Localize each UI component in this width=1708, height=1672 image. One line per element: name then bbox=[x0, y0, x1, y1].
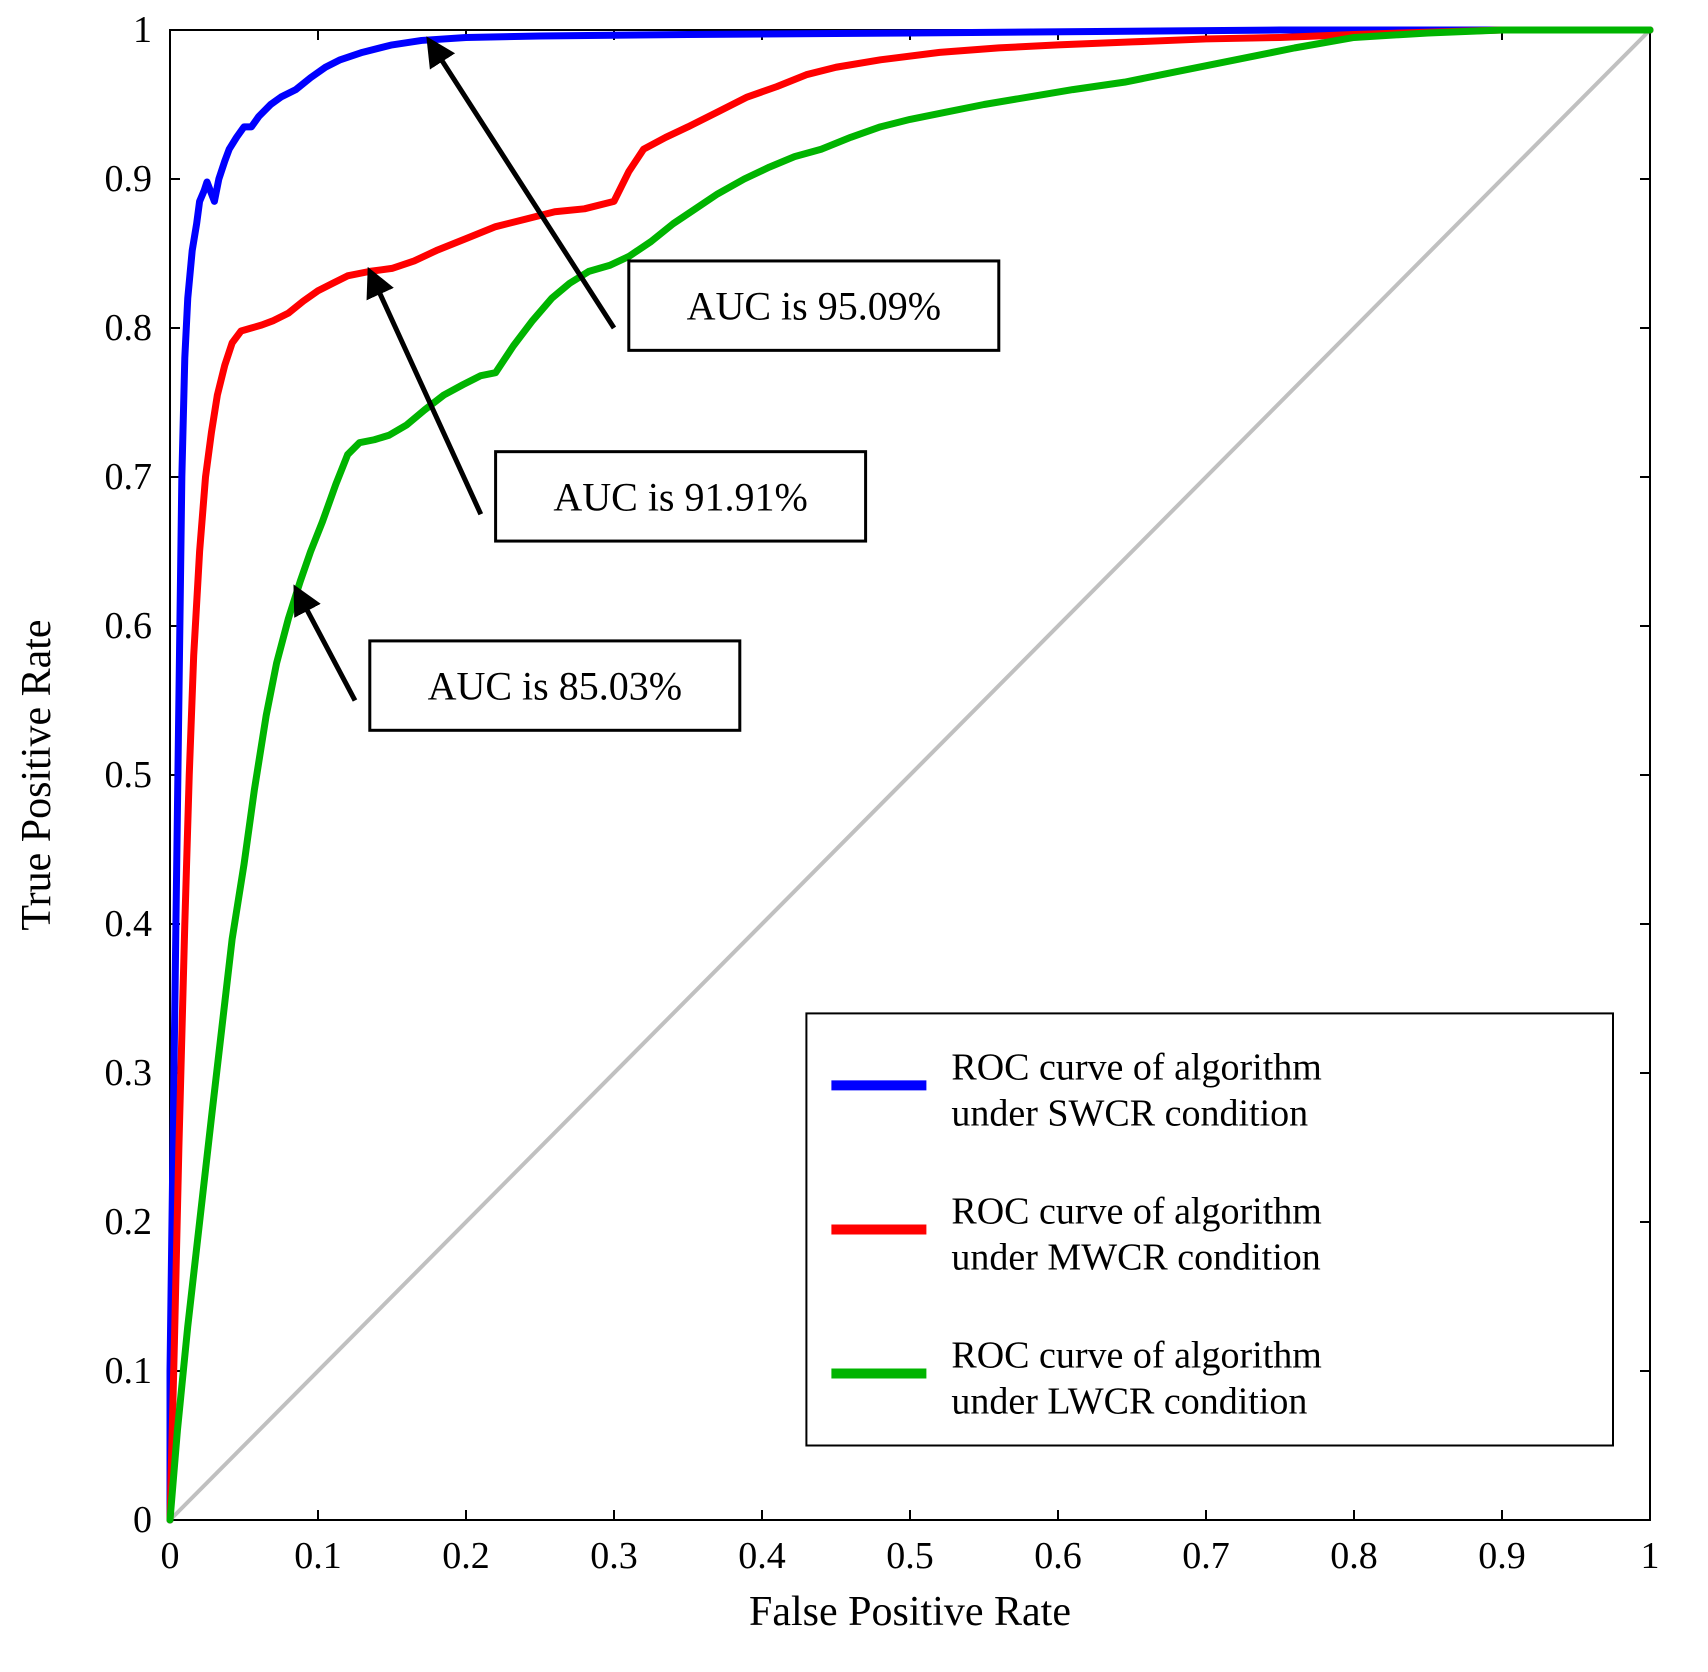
legend-label-1-line1: ROC curve of algorithm bbox=[951, 1190, 1321, 1232]
y-axis-label: True Positive Rate bbox=[14, 619, 60, 930]
x-tick-label: 0.3 bbox=[590, 1535, 638, 1577]
legend-label-0-line2: under SWCR condition bbox=[951, 1092, 1308, 1134]
legend-label-2-line2: under LWCR condition bbox=[951, 1380, 1307, 1422]
y-tick-label: 0.9 bbox=[105, 158, 153, 200]
y-tick-label: 0.5 bbox=[105, 754, 153, 796]
y-tick-label: 0.6 bbox=[105, 605, 153, 647]
annotation-arrow-2 bbox=[296, 589, 355, 701]
roc-chart: 0 0.1 0.2 0.3 0.4 0.5 0.6 0.7 0.8 0.9 1 0 0.1 0.2 0.3 0… bbox=[0, 0, 1708, 1667]
x-tick-label: 0.9 bbox=[1478, 1535, 1526, 1577]
x-axis-label: False Positive Rate bbox=[749, 1589, 1071, 1635]
y-tick-label: 0.2 bbox=[105, 1201, 153, 1243]
x-tick-label: 1 bbox=[1641, 1535, 1660, 1577]
x-tick-label: 0.1 bbox=[294, 1535, 342, 1577]
x-tick-label: 0.4 bbox=[738, 1535, 786, 1577]
annotation-arrow-1 bbox=[370, 271, 481, 514]
y-tick-label: 0.4 bbox=[105, 903, 153, 945]
x-tick-label: 0.5 bbox=[886, 1535, 934, 1577]
legend-label-1-line2: under MWCR condition bbox=[951, 1236, 1320, 1278]
annotation-text-2: AUC is 85.03% bbox=[428, 664, 682, 709]
y-tick-label: 1 bbox=[133, 9, 152, 51]
x-tick-label: 0.8 bbox=[1330, 1535, 1378, 1577]
legend-label-0-line1: ROC curve of algorithm bbox=[951, 1046, 1321, 1088]
y-tick-label: 0.7 bbox=[105, 456, 153, 498]
x-tick-label: 0.6 bbox=[1034, 1535, 1082, 1577]
x-tick-label: 0 bbox=[161, 1535, 180, 1577]
annotation-text-0: AUC is 95.09% bbox=[687, 284, 941, 329]
x-tick-label: 0.7 bbox=[1182, 1535, 1230, 1577]
y-tick-label: 0.8 bbox=[105, 307, 153, 349]
annotation-text-1: AUC is 91.91% bbox=[553, 474, 807, 519]
x-tick-label: 0.2 bbox=[442, 1535, 490, 1577]
y-tick-label: 0 bbox=[133, 1499, 152, 1541]
y-tick-label: 0.3 bbox=[105, 1052, 153, 1094]
annotation-arrow-0 bbox=[429, 40, 614, 328]
roc-chart-svg: 0 0.1 0.2 0.3 0.4 0.5 0.6 0.7 0.8 0.9 1 0 0.1 0.2 0.3 0… bbox=[0, 0, 1708, 1667]
legend-label-2-line1: ROC curve of algorithm bbox=[951, 1334, 1321, 1376]
y-tick-label: 0.1 bbox=[105, 1350, 153, 1392]
